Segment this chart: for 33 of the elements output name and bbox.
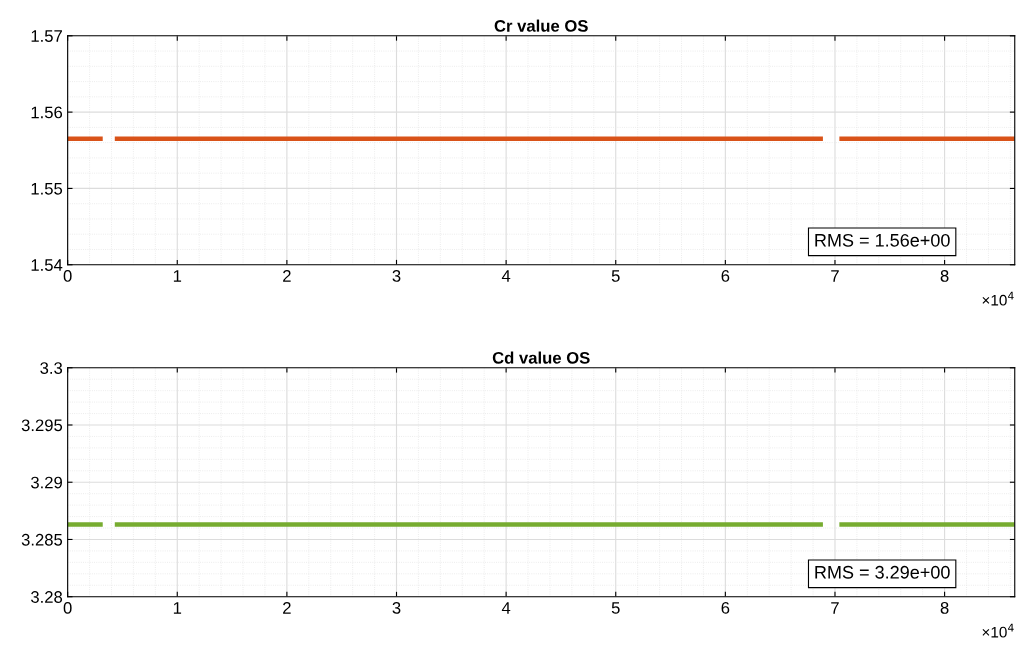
x-tick-label: 0: [63, 270, 72, 282]
text: ×10$^{4}$: [982, 623, 1014, 638]
y-tick-label: 3.28: [30, 591, 63, 603]
x-tick-label: 2: [283, 270, 291, 282]
x-tick-label: 1: [173, 602, 182, 614]
y-tick-label: 3.295: [21, 419, 63, 432]
y-tick-label: 3.3: [40, 362, 63, 374]
y-tick-label: 3.29: [30, 476, 62, 489]
x-tick-label: 7: [831, 270, 839, 282]
x-tick-label: 2: [283, 602, 291, 614]
y-tick-label: 1.57: [31, 30, 62, 43]
y-tick-label: 3.285: [21, 533, 63, 546]
y-tick-label: 1.56: [31, 106, 63, 119]
x-tick-label: 6: [721, 602, 730, 614]
x-tick-label: 3: [392, 270, 401, 282]
annotation: RMS = 1.56e+00: [815, 233, 950, 247]
x-tick-label: 3: [392, 602, 401, 614]
x-tick-label: 7: [831, 602, 839, 614]
x-tick-label: 4: [501, 602, 511, 614]
x-tick-label: 5: [611, 270, 620, 282]
chart-title: Cr value OS: [494, 19, 588, 32]
x-tick-label: 1: [173, 270, 182, 282]
chart-title: Cd value OS: [492, 351, 590, 364]
x-tick-label: 6: [721, 270, 730, 282]
text: ×10$^{4}$: [982, 291, 1014, 306]
x-tick-label: 8: [940, 602, 949, 614]
x-tick-label: 4: [501, 270, 511, 282]
y-tick-label: 1.54: [31, 259, 63, 271]
y-tick-label: 1.55: [31, 183, 63, 195]
x-tick-label: 5: [611, 602, 620, 614]
x-tick-label: 8: [940, 270, 949, 282]
x-tick-label: 0: [63, 602, 72, 614]
annotation: RMS = 3.29e+00: [815, 565, 950, 579]
